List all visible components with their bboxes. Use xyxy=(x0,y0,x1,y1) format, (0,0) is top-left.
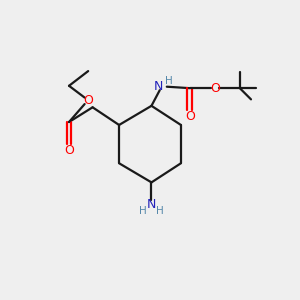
Text: H: H xyxy=(156,206,164,216)
Text: H: H xyxy=(165,76,172,86)
Text: O: O xyxy=(210,82,220,95)
Text: O: O xyxy=(185,110,195,123)
Text: N: N xyxy=(147,198,156,211)
Text: N: N xyxy=(154,80,164,93)
Text: O: O xyxy=(64,144,74,157)
Text: H: H xyxy=(139,206,146,216)
Text: O: O xyxy=(83,94,93,107)
